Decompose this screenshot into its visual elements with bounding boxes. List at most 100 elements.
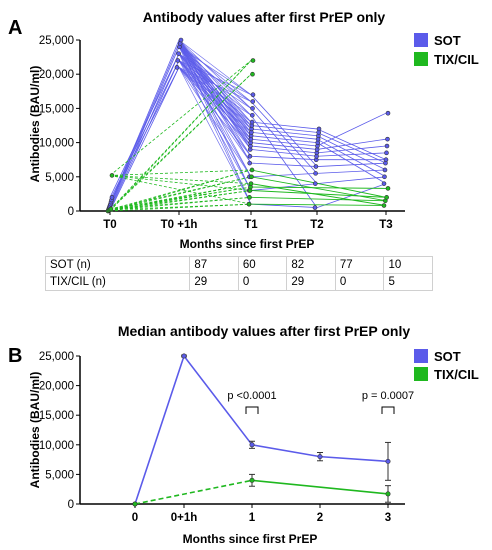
sot-point-t3	[385, 136, 390, 142]
tix-line-t0-t1	[109, 169, 252, 176]
tix-line-t0-t1	[109, 73, 252, 211]
tix-median-line-dashed	[134, 479, 253, 505]
chart-a-x-tick-label: T0 +1h	[161, 219, 198, 231]
counts-cell: 0	[237, 273, 288, 291]
chart-b-y-tick-label: 15,000	[39, 410, 74, 422]
tix-line-t0-t1	[109, 190, 252, 212]
sot-line-t0h-t1	[178, 39, 252, 150]
chart-a-y-tick-label: 20,000	[39, 69, 74, 81]
sot-line-t1-t2	[250, 203, 318, 208]
counts-row-label: SOT (n)	[44, 256, 191, 274]
tix-line-t0-t1	[109, 186, 252, 211]
tix-point-t1	[249, 167, 255, 173]
sot-point-t1	[250, 106, 255, 111]
tix-line-t1-t3	[250, 190, 387, 198]
tix-line-t0-t1	[109, 73, 252, 210]
p-value-bracket	[245, 406, 259, 414]
tix-point-t1	[246, 201, 252, 207]
chart-b-y-tick-label: 25,000	[39, 351, 74, 363]
chart-b-x-tick-label: 0	[132, 512, 138, 524]
chart-b-x-tick-label: 1	[249, 512, 256, 524]
sot-line-t0h-t1	[178, 39, 252, 109]
chart-a-x-tick-label: T1	[244, 219, 258, 231]
tix-point-t1	[248, 181, 254, 186]
sot-point-t0h	[174, 65, 180, 70]
counts-cell: 10	[383, 256, 433, 274]
tix-line-t1-t3	[250, 196, 387, 202]
sot-point-t0	[109, 195, 115, 200]
sot-line-t0h-t1	[178, 46, 252, 150]
tix-point-t1	[250, 58, 256, 63]
sot-point-t3	[382, 167, 388, 173]
sot-line-t0h-t1	[178, 53, 252, 205]
sot-line-t2-t3	[316, 142, 387, 184]
sot-line-t0-t0h	[109, 60, 180, 201]
legend-b-tix-swatch	[414, 367, 428, 381]
counts-cell: 77	[334, 256, 385, 274]
counts-cell: 0	[334, 273, 385, 291]
chart-b-y-tick-label: 10,000	[39, 440, 74, 452]
tix-point-t1	[250, 71, 255, 77]
legend-a-sot-label: SOT	[434, 33, 461, 48]
sot-point-t2	[316, 126, 322, 132]
chart-b-y-tick-label: 0	[68, 499, 74, 511]
sot-point-t3	[383, 157, 389, 162]
sot-line-t2-t3	[316, 169, 387, 174]
tix-line-t1-t3	[250, 176, 387, 202]
sot-line-t0h-t1	[178, 39, 252, 95]
sot-line-t0-t0h	[109, 43, 180, 206]
sot-point-t0h	[176, 51, 181, 56]
sot-point-t3	[384, 143, 390, 149]
tix-line-t0-t1	[109, 186, 252, 210]
counts-cell: 5	[383, 273, 433, 291]
legend-a-tix-swatch	[414, 52, 428, 66]
p-value-label: p <0.0001	[227, 390, 276, 402]
sot-line-t0h-t1	[178, 39, 252, 191]
chart-b-y-tick-label: 5,000	[45, 469, 74, 481]
sot-point-t1	[249, 112, 255, 118]
sot-line-t2-t3	[316, 145, 387, 154]
tix-median-point	[249, 477, 255, 483]
sot-point-t0h	[175, 58, 181, 63]
panel-b-letter: B	[8, 345, 22, 367]
sot-line-t0h-t1	[178, 43, 252, 157]
tix-median-line	[251, 479, 389, 495]
tix-point-t1	[247, 195, 252, 200]
legend-b-sot-swatch	[414, 349, 428, 363]
sot-line-t2-t3	[316, 131, 387, 164]
sot-line-t1-t2	[250, 145, 318, 154]
sot-line-t1-t2	[250, 155, 318, 161]
p-value-bracket	[381, 406, 395, 414]
sot-line-t2-t3	[316, 128, 387, 161]
sot-point-t1	[247, 160, 253, 166]
sot-line-t1-t2	[250, 125, 318, 133]
sot-line-t1-t2	[250, 94, 318, 167]
tix-median-point	[132, 501, 138, 507]
tix-line-t0-t1	[109, 196, 252, 210]
chart-a-ylabel: Antibodies (BAU/ml)	[28, 66, 42, 183]
counts-row: SOT (n) 87 60 82 77 10	[44, 256, 433, 274]
sot-line-t2-t3	[316, 135, 387, 171]
sot-line-t1-t2	[250, 172, 318, 178]
sot-line-t1-t2	[250, 128, 318, 137]
sot-point-t3	[384, 150, 389, 156]
tix-point-t0	[108, 206, 114, 212]
tix-line-t0-t1	[109, 183, 252, 211]
sot-line-t0h-t1	[178, 39, 252, 143]
sot-line-t2-t3	[316, 176, 387, 185]
chart-a-y-tick-label: 10,000	[39, 138, 74, 150]
sot-line-t2-t3	[316, 152, 387, 157]
tix-median-point	[385, 491, 391, 497]
sot-point-t3	[382, 174, 387, 180]
legend-b-sot-label: SOT	[434, 349, 461, 364]
sot-line-t0-t0h	[109, 46, 180, 208]
chart-a-y-tick-label: 25,000	[39, 35, 74, 47]
tix-line-t0-t1	[109, 169, 252, 211]
legend-a-tix-label: TIX/CIL	[434, 52, 479, 67]
sot-line-t2-t3	[316, 138, 387, 178]
chart-a-title: Antibody values after first PrEP only	[143, 9, 386, 25]
tix-point-t0	[109, 173, 115, 178]
tix-line-t1-t3	[250, 169, 387, 198]
tix-line-t0-t1	[109, 175, 252, 205]
sot-point-t3	[385, 110, 391, 116]
